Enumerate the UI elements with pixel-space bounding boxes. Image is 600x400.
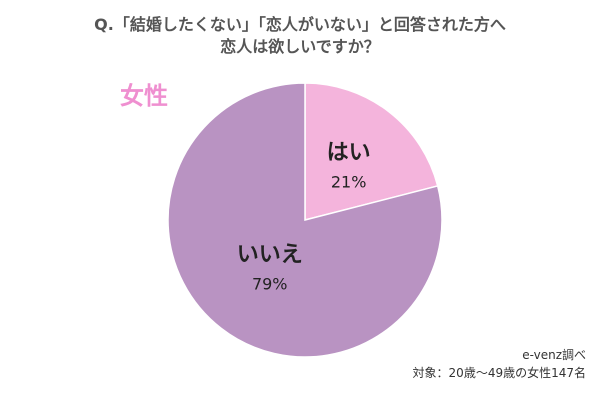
slice-label-1: いいえ <box>237 242 303 267</box>
chart-title: Q.「結婚したくない」「恋人がいない」と回答された方へ 恋人は欲しいですか？ <box>0 14 600 58</box>
slice-value-1: 79% <box>252 274 288 293</box>
source-sample: 対象：20歳〜49歳の女性147名 <box>412 366 586 380</box>
title-line-1: Q.「結婚したくない」「恋人がいない」と回答された方へ <box>94 15 506 34</box>
pie-slice-1 <box>167 82 443 358</box>
pie-slice-0 <box>304 82 439 221</box>
title-line-2: 恋人は欲しいですか？ <box>220 37 380 56</box>
source-credit: e-venz調べ <box>522 348 586 362</box>
slice-value-0: 21% <box>331 173 367 192</box>
source-note: e-venz調べ 対象：20歳〜49歳の女性147名 <box>413 346 586 382</box>
group-label: 女性 <box>120 82 168 110</box>
slice-label-0: はい <box>327 141 371 166</box>
